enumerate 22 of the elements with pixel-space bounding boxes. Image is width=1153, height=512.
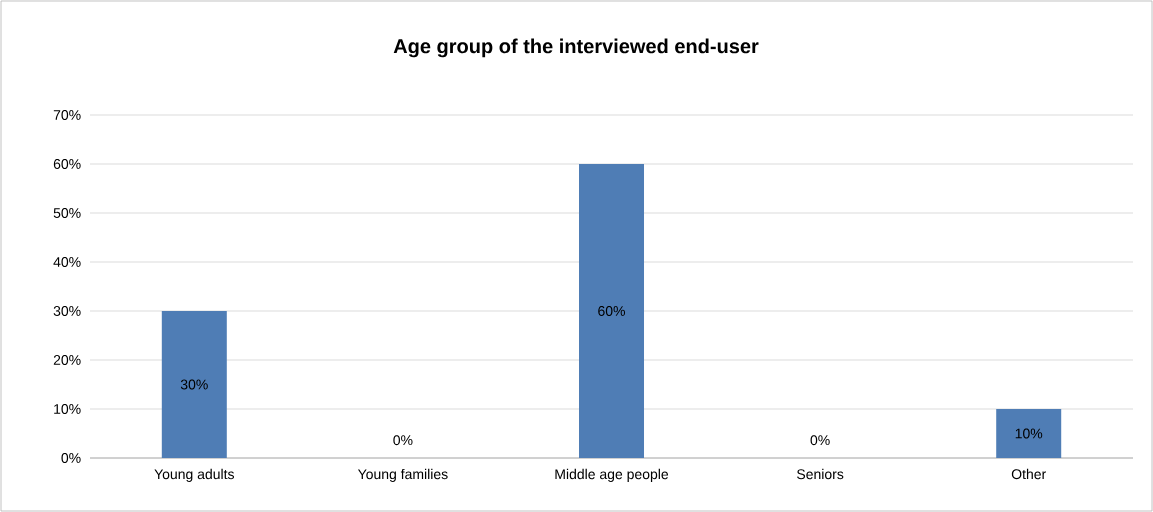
data-label: 60% (598, 306, 626, 316)
data-label: 30% (180, 379, 208, 390)
chart-title: Age group of the interviewed end-user (393, 38, 759, 58)
x-tick-label: Young adults (154, 468, 235, 482)
y-tick-label: 30% (53, 306, 81, 316)
x-tick-label: Young families (357, 468, 448, 482)
bar (996, 409, 1062, 458)
y-tick-label: 70% (53, 110, 81, 120)
y-tick-label: 20% (53, 355, 81, 365)
x-tick-label: Other (1011, 468, 1046, 480)
y-tick-label: 10% (54, 404, 81, 414)
bar (161, 311, 227, 458)
data-label: 0% (393, 435, 413, 446)
data-label: 10% (1015, 428, 1043, 439)
y-tick-label: 0% (61, 453, 81, 463)
bar (579, 164, 644, 458)
y-tick-label: 60% (53, 159, 81, 169)
data-label: 0% (810, 435, 830, 446)
x-tick-label: Middle age people (555, 468, 669, 482)
x-tick-label: Seniors (797, 468, 844, 480)
y-tick-label: 50% (53, 208, 81, 218)
y-tick-label: 40% (53, 257, 81, 267)
